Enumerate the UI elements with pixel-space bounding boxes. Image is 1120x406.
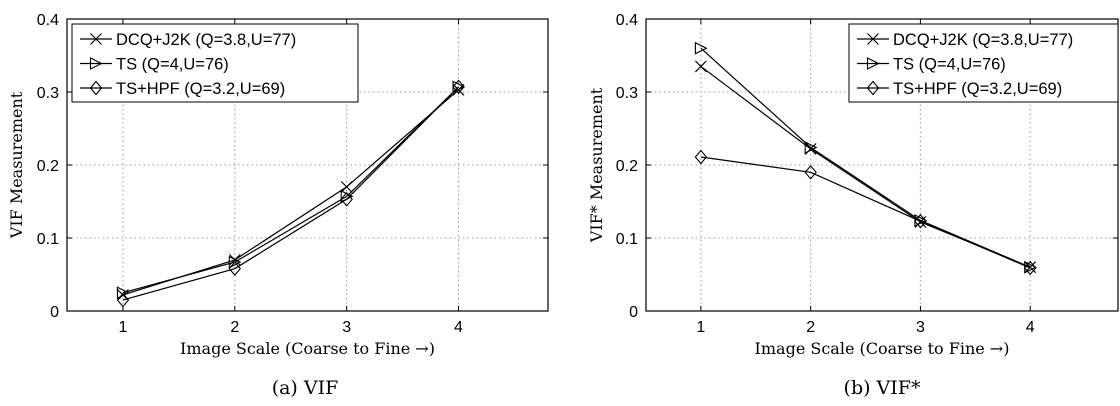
y-tick-label: 0.4 — [37, 12, 59, 29]
data-point-diamond — [694, 149, 708, 165]
data-point-x — [694, 60, 707, 73]
data-point-diamond — [804, 164, 817, 180]
x-tick-label: 2 — [806, 319, 815, 336]
legend-label: DCQ+J2K (Q=3.8,U=77) — [116, 31, 296, 49]
y-axis-label: VIF Measurement — [7, 91, 26, 239]
x-tick-label: 1 — [118, 319, 127, 336]
y-tick-label: 0.3 — [37, 85, 59, 102]
y-tick-label: 0.4 — [616, 12, 638, 29]
x-axis-label: Image Scale (Coarse to Fine →) — [755, 339, 1010, 358]
legend-marker-x — [90, 33, 102, 45]
data-point-triangle-right — [228, 255, 242, 269]
x-tick-label: 1 — [696, 319, 705, 336]
chart-panel-vif-star: 1 2 3 4 0 0.1 0.2 0.3 0.4 Image Scale (Coarse to … — [587, 12, 1119, 399]
data-point-diamond — [228, 261, 242, 277]
series-line — [122, 89, 459, 296]
series-line — [122, 86, 459, 294]
legend-marker-diamond — [89, 80, 103, 96]
data-point-diamond — [452, 79, 465, 95]
x-tick-label: 4 — [1026, 319, 1035, 336]
data-point-triangle-right — [694, 41, 708, 55]
data-point-diamond — [340, 191, 353, 207]
series-line — [700, 156, 1031, 269]
legend-label: TS+HPF (Q=3.2,U=69) — [116, 80, 285, 98]
legend-marker-triangle-right — [866, 57, 880, 70]
legend-label: TS (Q=4,U=76) — [893, 56, 1006, 74]
y-tick-label: 0 — [50, 304, 59, 321]
y-tick-label: 0 — [629, 304, 638, 321]
legend-marker-x — [867, 33, 879, 45]
data-point-diamond — [116, 292, 130, 308]
x-tick-label: 3 — [916, 319, 925, 336]
y-tick-label: 0.2 — [37, 158, 59, 175]
chart-panel-vif: 1 2 3 4 0 0.1 0.2 0.3 0.4 Image Scale (Coarse to … — [7, 12, 549, 399]
legend-marker-diamond — [866, 80, 880, 96]
legend-label: TS (Q=4,U=76) — [116, 56, 229, 74]
legend-label: TS+HPF (Q=3.2,U=69) — [893, 80, 1062, 98]
y-tick-label: 0.1 — [616, 231, 638, 248]
y-axis-label: VIF* Measurement — [587, 87, 606, 243]
data-point-triangle-right — [116, 286, 130, 300]
x-tick-label: 2 — [230, 319, 239, 336]
figure-caption: (a) VIF — [272, 377, 339, 399]
y-tick-label: 0.3 — [616, 85, 638, 102]
legend-label: DCQ+J2K (Q=3.8,U=77) — [893, 31, 1073, 49]
x-axis-label: Image Scale (Coarse to Fine →) — [180, 339, 435, 358]
data-point-diamond — [1023, 260, 1037, 276]
x-tick-label: 3 — [342, 319, 351, 336]
data-point-diamond — [914, 213, 927, 229]
y-tick-label: 0.1 — [37, 231, 59, 248]
legend-box — [71, 23, 359, 103]
x-tick-label: 4 — [454, 319, 463, 336]
data-point-x — [340, 181, 353, 193]
series-line — [122, 86, 459, 301]
legend-box — [848, 23, 1119, 103]
series-line — [700, 47, 1031, 268]
legend-marker-triangle-right — [89, 57, 103, 70]
y-tick-label: 0.2 — [616, 158, 638, 175]
data-point-triangle-right — [804, 141, 818, 154]
figure-caption: (b) VIF* — [844, 377, 921, 399]
